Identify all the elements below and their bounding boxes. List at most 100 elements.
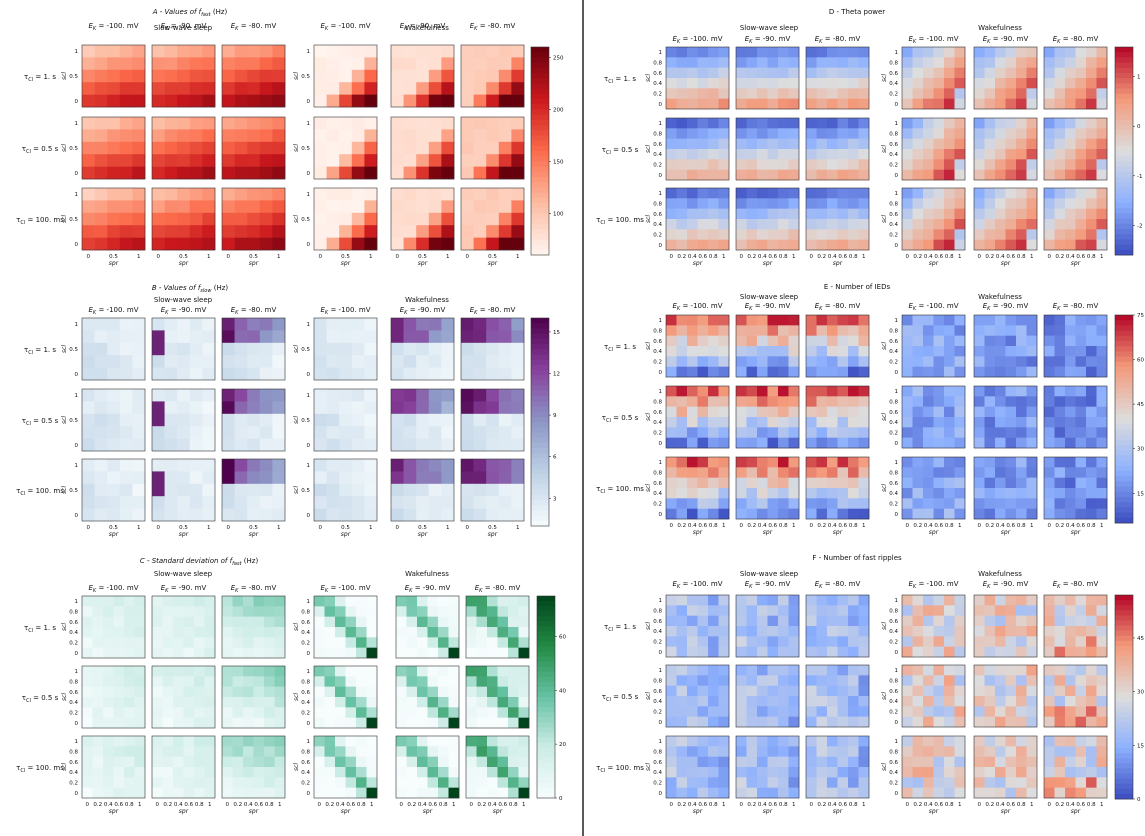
subplot-frame (460, 187, 525, 251)
colorbar-tick-label: -1 (1137, 174, 1142, 180)
heatmap-cell (476, 746, 488, 757)
heatmap-cell (461, 318, 474, 331)
colorbar-segment (1115, 330, 1133, 337)
heatmap-cell (676, 508, 688, 520)
heatmap-cell (1005, 646, 1017, 658)
y-tick-label: 0.4 (653, 491, 662, 497)
heatmap-cell (417, 736, 428, 747)
heatmap-cell (827, 356, 838, 367)
heatmap-cell (984, 615, 996, 627)
heatmap-cell (827, 88, 838, 99)
x-tick-label: 0 (87, 254, 91, 260)
heatmap-cell (82, 676, 93, 687)
heatmap-cell (816, 325, 828, 336)
heatmap-cell (164, 82, 178, 95)
condition-header: Wakefulness (405, 296, 449, 304)
heatmap-cell (189, 69, 203, 83)
heatmap-cell (189, 200, 203, 214)
heatmap-cell (1044, 356, 1055, 367)
heatmap-cell (152, 496, 165, 509)
heatmap-cell (858, 508, 870, 520)
heatmap-cell (1075, 457, 1087, 468)
heatmap-cell (1065, 386, 1076, 397)
heatmap-cell (1075, 78, 1087, 89)
heatmap-cell (708, 477, 719, 489)
heatmap-cell (788, 417, 800, 428)
heatmap-cell (923, 488, 934, 499)
heatmap-cell (1044, 366, 1055, 378)
heatmap-cell (497, 777, 509, 788)
colorbar-segment (537, 656, 555, 663)
x-tick-label: 0.5 (341, 254, 350, 260)
heatmap-cell (438, 736, 449, 747)
heatmap-cell (767, 128, 779, 139)
colorbar-tick-label: 1 (1137, 75, 1141, 81)
heatmap-cell (396, 787, 407, 799)
heatmap-cell (134, 697, 146, 708)
x-tick-label: 0.8 (509, 802, 518, 808)
heatmap-cell (1005, 406, 1017, 418)
heatmap-cell (339, 471, 353, 485)
colorbar-tick-label: 40 (559, 688, 566, 694)
subplot-frame (395, 735, 460, 799)
heatmap-cell (189, 330, 203, 344)
heatmap-cell (1016, 47, 1027, 58)
heatmap-cell (189, 367, 203, 381)
heatmap-cell (189, 154, 203, 167)
heatmap-cell (1065, 88, 1076, 99)
heatmap-cell (757, 128, 768, 139)
y-tick-label: 1 (895, 739, 899, 745)
heatmap-cell (778, 88, 789, 99)
heatmap-cell (82, 767, 93, 778)
heatmap-cell (511, 154, 525, 167)
heatmap-cell (1075, 605, 1087, 616)
heatmap-cell (912, 198, 924, 209)
heatmap-cell (697, 488, 709, 499)
x-tick-label: 0.4 (418, 802, 427, 808)
heatmap-cell (827, 417, 838, 428)
y-tick-label: 0 (307, 242, 311, 248)
heatmap-cell (912, 626, 924, 637)
heatmap-cell (848, 346, 859, 357)
heatmap-cell (162, 787, 174, 799)
heatmap-cell (806, 508, 817, 520)
heatmap-cell (1086, 626, 1097, 637)
heatmap-cell (417, 686, 428, 698)
heatmap-cell (1096, 239, 1108, 251)
y-tick-label: 0.4 (889, 770, 898, 776)
heatmap-cell (177, 389, 191, 402)
heatmap-cell (326, 426, 340, 439)
heatmap-cell (1065, 777, 1076, 788)
heatmap-cell (1026, 239, 1038, 251)
heatmap-cell (788, 777, 800, 788)
subplot-frame (665, 456, 730, 520)
heatmap-cell (335, 606, 346, 617)
colorbar-segment (1115, 83, 1133, 89)
heatmap-cell (1026, 706, 1038, 717)
heatmap-cell (82, 637, 93, 648)
heatmap-cell (767, 47, 779, 58)
heatmap-cell (974, 626, 985, 637)
heatmap-cell (132, 129, 146, 143)
x-tick-label: 1 (370, 802, 374, 808)
heatmap-cell (806, 477, 817, 489)
heatmap-cell (676, 159, 688, 170)
heatmap-cell (827, 208, 838, 220)
subplot-frame (390, 116, 455, 180)
heatmap-cell (498, 401, 512, 415)
colorbar-segment (1115, 341, 1133, 347)
heatmap-cell (164, 129, 178, 143)
heatmap-cell (94, 459, 108, 472)
colorbar-segment (1115, 99, 1133, 105)
heatmap-cell (837, 437, 849, 449)
x-tick-label: 0.2 (1055, 523, 1064, 529)
x-tick-label: 1 (722, 802, 726, 808)
heatmap-cell (666, 615, 677, 627)
tau-row-label: τCl = 100. ms (16, 216, 64, 226)
heatmap-cell (324, 647, 336, 659)
colorbar-segment (531, 323, 549, 329)
heatmap-cell (778, 615, 789, 627)
heatmap-cell (933, 335, 945, 347)
heatmap-cell (718, 406, 730, 418)
heatmap-cell (816, 78, 828, 89)
